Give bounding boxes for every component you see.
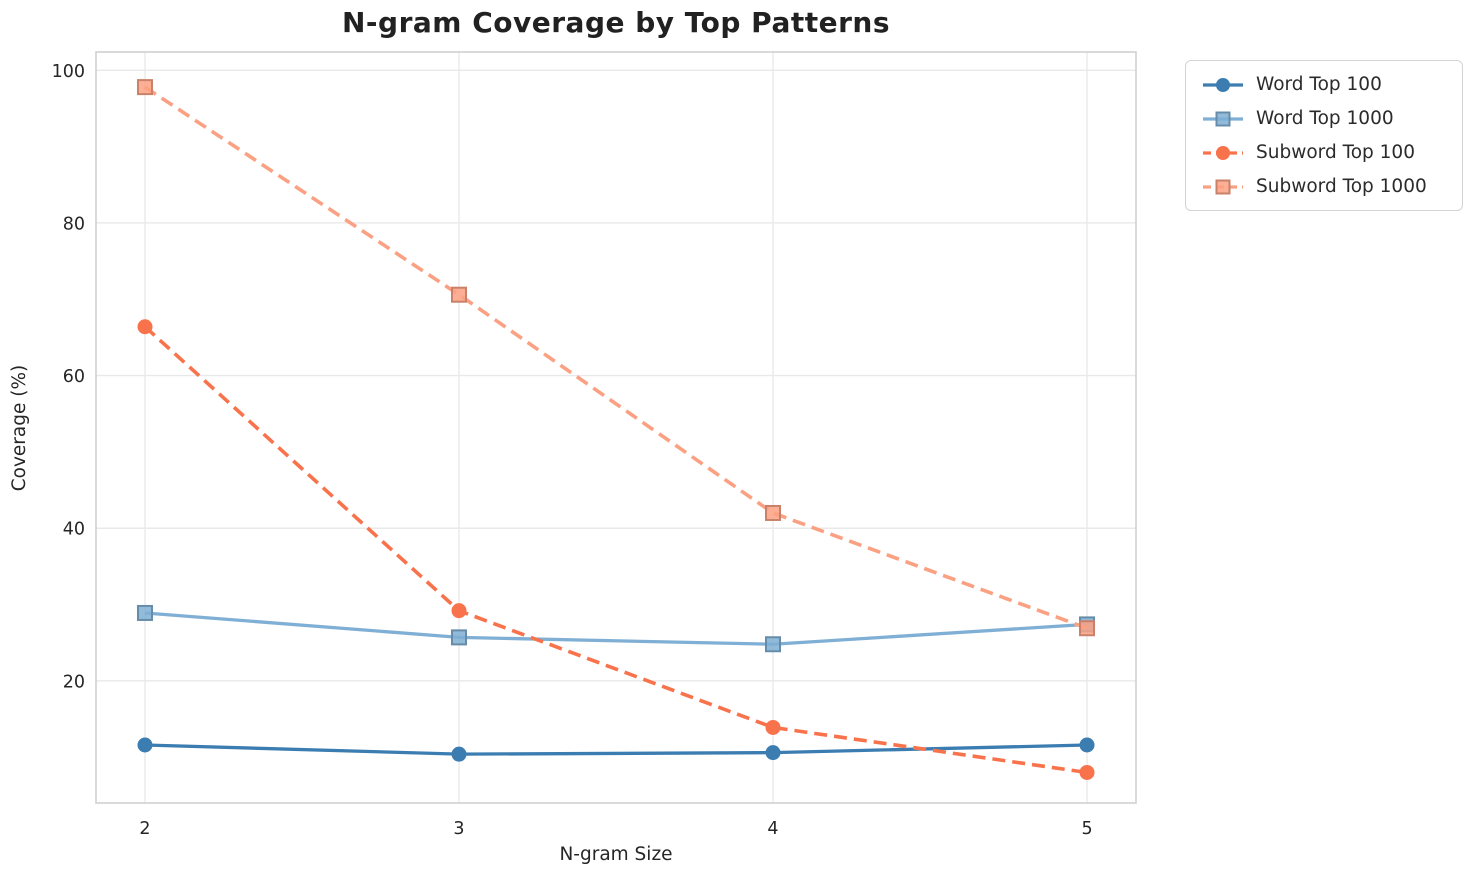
x-tick-label: 3 [453,819,464,839]
data-point-marker [765,636,782,653]
x-tick-label: 4 [767,819,778,839]
data-point-marker [450,629,467,646]
series-word-top-100 [137,737,1095,762]
data-point-marker [451,603,467,619]
series-lines [136,79,1096,780]
data-point-marker [451,746,467,762]
legend-label: Subword Top 1000 [1256,176,1427,197]
data-point-marker [450,286,467,303]
x-tick-label: 2 [139,819,150,839]
legend-swatch [1203,145,1243,160]
data-point-marker [1079,737,1095,753]
y-tick-label: 40 [63,520,85,540]
y-tick-label: 80 [63,214,85,234]
legend-label: Word Top 100 [1256,74,1382,95]
series-subword-top-1000 [136,79,1096,637]
axes-spines [95,51,1137,804]
data-point-marker [137,319,153,335]
data-point-marker [765,719,781,735]
x-axis-label: N-gram Size [559,844,673,865]
gridlines [96,52,1136,803]
series-word-top-1000 [136,604,1096,653]
series-subword-top-100 [137,319,1095,780]
data-point-marker [1079,620,1096,637]
chart-title: N-gram Coverage by Top Patterns [341,6,891,39]
data-point-marker [136,604,153,621]
legend-item-word-top-1000: Word Top 1000 [1200,105,1448,132]
legend-swatch [1203,111,1243,126]
tick-labels: 20 40 60 80 100 2 3 4 5 [52,62,1093,839]
y-tick-label: 20 [63,672,85,692]
y-tick-label: 60 [63,367,85,387]
x-tick-label: 5 [1081,819,1092,839]
data-point-marker [765,745,781,761]
legend-item-subword-top-1000: Subword Top 1000 [1200,173,1448,200]
y-tick-label: 100 [52,62,85,82]
data-point-marker [765,504,782,521]
data-point-marker [136,79,153,96]
data-point-marker [137,737,153,753]
legend-swatch [1203,179,1243,194]
legend-item-subword-top-100: Subword Top 100 [1200,139,1448,166]
legend-label: Subword Top 100 [1256,142,1415,163]
legend-swatch [1203,77,1243,92]
data-point-marker [1079,764,1095,780]
legend-item-word-top-100: Word Top 100 [1200,71,1448,98]
legend: Word Top 100 Word Top 1000 Subword Top 100… [1185,60,1463,211]
legend-label: Word Top 1000 [1256,108,1394,129]
